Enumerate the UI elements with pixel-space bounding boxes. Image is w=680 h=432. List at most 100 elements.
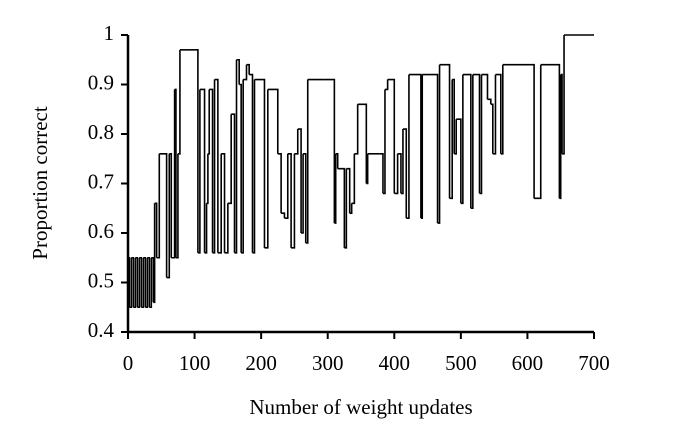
step-segment <box>227 114 232 205</box>
step-segment <box>151 256 155 303</box>
step-segment <box>141 257 145 309</box>
step-segment <box>420 74 424 219</box>
step-segment <box>137 257 141 309</box>
step-segment <box>387 78 396 194</box>
step-segment <box>284 153 289 219</box>
step-segment <box>281 212 286 219</box>
step-segment <box>294 129 299 155</box>
x-tick-label: 100 <box>179 351 211 375</box>
step-segment <box>287 153 292 248</box>
step-segment <box>303 153 307 243</box>
step-segment <box>133 257 137 309</box>
step-segment <box>197 89 201 254</box>
step-segment <box>249 73 254 253</box>
step-segment <box>408 73 422 219</box>
step-segment <box>297 128 302 233</box>
x-tick-label: 600 <box>512 351 544 375</box>
step-segment <box>406 74 410 219</box>
step-segment <box>439 63 451 199</box>
step-segment <box>131 256 135 308</box>
step-segment <box>502 63 535 199</box>
step-segment <box>169 153 173 258</box>
step-segment <box>492 74 497 155</box>
step-segment <box>454 119 457 155</box>
step-segment <box>214 78 219 253</box>
y-tick-label: 1 <box>104 21 115 45</box>
step-segment <box>199 88 206 253</box>
step-segment <box>534 64 542 200</box>
step-segment <box>236 58 240 85</box>
x-tick-label: 0 <box>123 351 134 375</box>
step-segment <box>382 89 386 195</box>
step-segment <box>487 98 492 105</box>
step-segment <box>149 257 153 309</box>
step-segment <box>147 256 151 308</box>
step-segment <box>334 153 337 224</box>
step-segment <box>344 168 348 249</box>
step-segment <box>234 59 238 254</box>
step-segment <box>291 153 296 249</box>
x-tick-label: 200 <box>245 351 277 375</box>
step-segment <box>239 83 242 253</box>
step-segment <box>207 89 211 155</box>
step-segment <box>305 79 309 244</box>
step-segment <box>470 74 474 210</box>
step-segment <box>560 73 563 154</box>
step-segment <box>357 103 368 184</box>
step-segment <box>159 153 168 278</box>
step-segment <box>264 89 269 249</box>
step-segment <box>243 64 248 81</box>
step-segment <box>212 79 216 254</box>
step-segment <box>346 167 351 214</box>
step-segment <box>166 153 171 279</box>
step-segment <box>349 203 353 214</box>
step-segment <box>384 79 389 91</box>
step-segment <box>221 153 226 253</box>
step-segment <box>437 64 441 224</box>
step-segment <box>490 103 494 154</box>
step-segment <box>394 153 399 195</box>
step-segment <box>204 203 208 254</box>
y-tick-label: 0.5 <box>88 268 114 292</box>
step-segment <box>500 64 504 155</box>
step-segment <box>246 63 250 75</box>
step-segment <box>224 203 229 254</box>
step-segment <box>337 167 346 248</box>
step-segment <box>267 88 279 154</box>
step-segment <box>143 256 147 308</box>
step-segment <box>366 153 369 185</box>
x-tick-label: 700 <box>578 351 610 375</box>
step-segment <box>559 74 562 200</box>
step-segment <box>456 118 462 204</box>
step-segment <box>231 113 236 253</box>
step-segment <box>422 73 439 224</box>
step-segment <box>324 78 336 224</box>
step-segment <box>449 79 454 200</box>
step-segment <box>217 153 222 254</box>
x-axis-label: Number of weight updates <box>249 395 472 419</box>
step-segment <box>206 153 209 205</box>
step-segment <box>128 256 131 308</box>
step-segment <box>139 256 143 308</box>
step-segment <box>379 153 384 194</box>
step-segment <box>177 49 181 155</box>
step-segment <box>252 79 256 254</box>
step-segment <box>129 257 133 309</box>
y-tick-label: 0.6 <box>88 219 114 243</box>
step-segment <box>174 88 177 258</box>
step-segment <box>479 74 483 195</box>
step-segment <box>402 128 408 219</box>
y-tick-label: 0.7 <box>88 169 114 193</box>
step-segment <box>135 256 139 308</box>
step-segment <box>481 73 489 100</box>
step-segment <box>397 153 402 194</box>
step-segment <box>194 49 199 253</box>
step-segment <box>209 88 214 253</box>
x-tick-label: 500 <box>445 351 477 375</box>
step-segment <box>562 35 565 155</box>
step-segment <box>452 78 455 154</box>
step-segment <box>156 153 161 259</box>
x-tick-label: 300 <box>312 351 344 375</box>
y-tick-label: 0.4 <box>88 318 115 342</box>
